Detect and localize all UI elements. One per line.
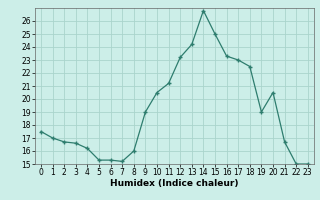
X-axis label: Humidex (Indice chaleur): Humidex (Indice chaleur) xyxy=(110,179,239,188)
